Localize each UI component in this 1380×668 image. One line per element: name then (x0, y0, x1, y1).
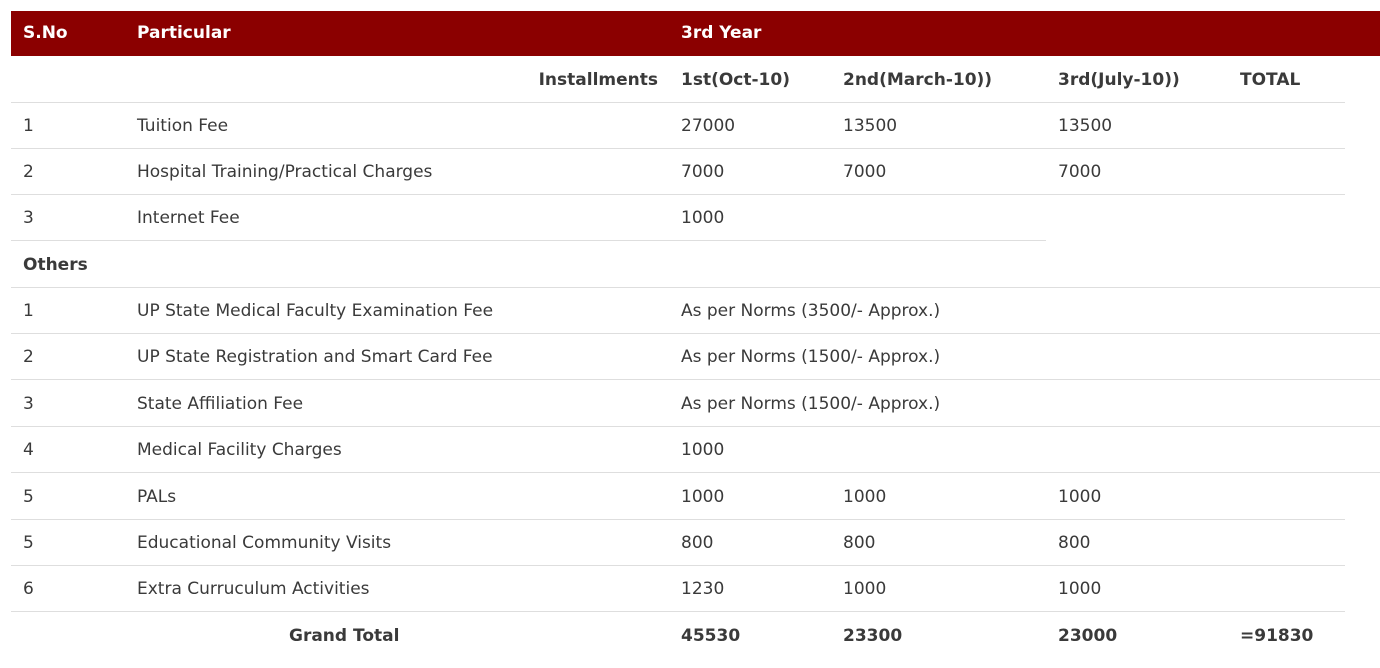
row-sno: 3 (23, 208, 34, 228)
row-first-installment: 1000 (681, 208, 725, 228)
row-sno: 1 (23, 116, 34, 136)
row-particular: Educational Community Visits (137, 533, 392, 553)
row-divider (11, 611, 1345, 612)
table-row: 1 Tuition Fee 27000 13500 13500 (11, 103, 1345, 149)
row-third-installment: 1000 (1058, 579, 1102, 599)
table-row: 2 UP State Registration and Smart Card F… (11, 334, 1380, 380)
row-first-installment: As per Norms (3500/- Approx.) (681, 301, 941, 321)
row-sno: 2 (23, 347, 34, 367)
row-third-installment: 800 (1058, 533, 1091, 553)
grand-total-sum: =91830 (1240, 626, 1314, 646)
row-particular: PALs (137, 487, 177, 507)
others-section-label: Others (23, 255, 88, 275)
row-first-installment: As per Norms (1500/- Approx.) (681, 347, 941, 367)
row-second-installment: 1000 (843, 487, 887, 507)
row-sno: 5 (23, 533, 34, 553)
row-second-installment: 7000 (843, 162, 887, 182)
row-particular: Medical Facility Charges (137, 440, 342, 460)
row-third-installment: 1000 (1058, 487, 1102, 507)
row-particular: Extra Curruculum Activities (137, 579, 370, 599)
table-row: 2 Hospital Training/Practical Charges 70… (11, 149, 1345, 195)
row-sno: 2 (23, 162, 34, 182)
installment-first-header: 1st(Oct-10) (681, 70, 790, 90)
grand-total-third: 23000 (1058, 626, 1118, 646)
table-row: 4 Medical Facility Charges 1000 (11, 427, 1380, 473)
table-row: 3 Internet Fee 1000 (11, 195, 1345, 241)
table-row: 5 Educational Community Visits 800 800 8… (11, 520, 1345, 566)
row-second-installment: 1000 (843, 579, 887, 599)
row-third-installment: 7000 (1058, 162, 1102, 182)
row-particular: Tuition Fee (137, 116, 229, 136)
row-divider (11, 379, 1380, 380)
table-header (11, 11, 1380, 56)
row-second-installment: 800 (843, 533, 876, 553)
grand-total-row: Grand Total 45530 23300 23000 =91830 (11, 613, 1345, 659)
row-divider (11, 148, 1345, 149)
row-first-installment: 1000 (681, 487, 725, 507)
table-row: 6 Extra Curruculum Activities 1230 1000 … (11, 566, 1345, 612)
row-first-installment: 800 (681, 533, 714, 553)
row-divider (11, 287, 1380, 288)
grand-total-label: Grand Total (289, 626, 400, 646)
row-sno: 1 (23, 301, 34, 321)
installment-second-header: 2nd(March-10)) (843, 70, 993, 90)
others-section-row: Others (11, 242, 1380, 288)
installments-label: Installments (538, 70, 658, 90)
total-header: TOTAL (1240, 70, 1301, 90)
table-row: 5 PALs 1000 1000 1000 (11, 474, 1345, 520)
row-divider (11, 565, 1345, 566)
row-first-installment: 1230 (681, 579, 725, 599)
row-sno: 3 (23, 394, 34, 414)
row-first-installment: 27000 (681, 116, 736, 136)
row-divider (11, 240, 1046, 241)
row-first-installment: 7000 (681, 162, 725, 182)
header-year: 3rd Year (681, 23, 762, 43)
row-particular: State Affiliation Fee (137, 394, 304, 414)
row-divider (11, 102, 1345, 103)
installments-row: Installments 1st(Oct-10) 2nd(March-10)) … (11, 57, 1345, 103)
table-row: 3 State Affiliation Fee As per Norms (15… (11, 381, 1380, 427)
row-divider (11, 426, 1380, 427)
row-particular: Internet Fee (137, 208, 240, 228)
row-divider (11, 519, 1345, 520)
row-sno: 6 (23, 579, 34, 599)
row-divider (11, 194, 1345, 195)
row-particular: UP State Medical Faculty Examination Fee (137, 301, 494, 321)
grand-total-first: 45530 (681, 626, 741, 646)
grand-total-second: 23300 (843, 626, 903, 646)
row-sno: 5 (23, 487, 34, 507)
header-particular: Particular (137, 23, 231, 43)
row-first-installment: 1000 (681, 440, 725, 460)
row-sno: 4 (23, 440, 34, 460)
table-row: 1 UP State Medical Faculty Examination F… (11, 288, 1380, 334)
row-second-installment: 13500 (843, 116, 898, 136)
installment-third-header: 3rd(July-10)) (1058, 70, 1180, 90)
row-particular: UP State Registration and Smart Card Fee (137, 347, 493, 367)
row-divider (11, 333, 1380, 334)
row-third-installment: 13500 (1058, 116, 1113, 136)
header-sno: S.No (23, 23, 68, 43)
row-first-installment: As per Norms (1500/- Approx.) (681, 394, 941, 414)
row-divider (11, 472, 1380, 473)
row-particular: Hospital Training/Practical Charges (137, 162, 433, 182)
